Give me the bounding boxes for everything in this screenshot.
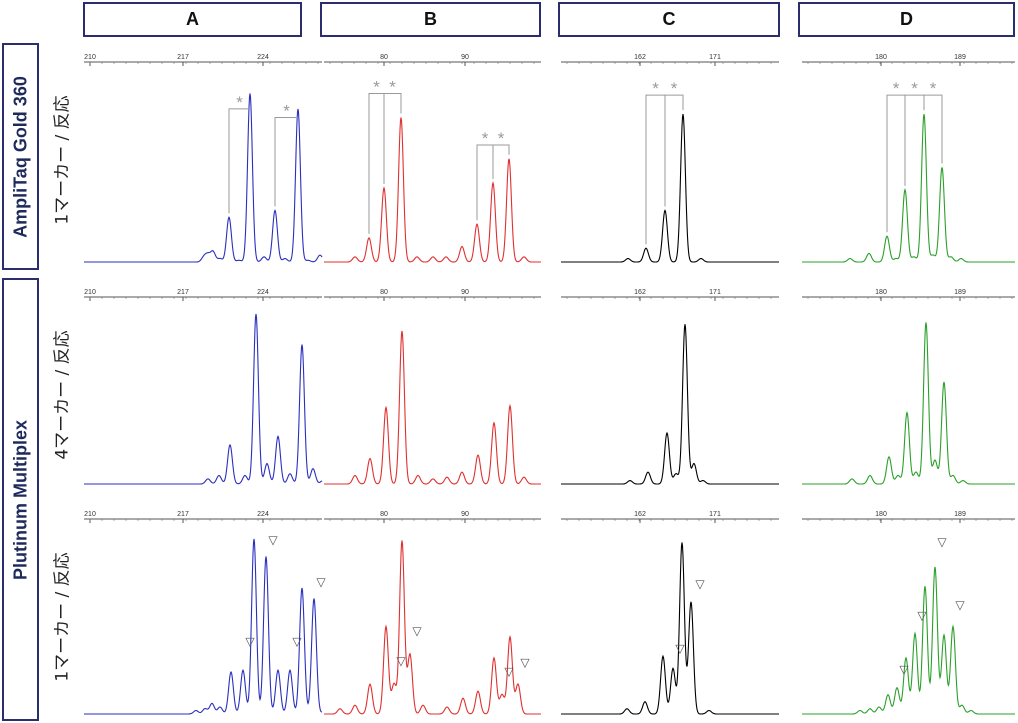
stutter-bracket — [383, 92, 402, 185]
trace-line — [84, 313, 323, 485]
column-header-d: D — [798, 2, 1015, 37]
panel-d-row3: 180 189 ▽ ▽ ▽ ▽ — [802, 511, 1015, 715]
trace-line — [324, 117, 541, 263]
tick-label: 217 — [177, 289, 189, 296]
trace-line — [802, 566, 1015, 715]
stutter-asterisk: * — [482, 129, 489, 148]
tick-label: 171 — [709, 289, 721, 296]
tick-label: 90 — [461, 289, 469, 296]
artifact-triangle: ▽ — [292, 635, 302, 649]
stutter-asterisk: * — [652, 79, 659, 98]
stutter-bracket — [274, 117, 298, 207]
trace-line — [802, 114, 1015, 263]
trace-line — [561, 114, 779, 263]
panel-d-row2: 180 189 — [802, 289, 1015, 485]
panel-c-row3: 162 171 ▽ ▽ — [561, 511, 779, 715]
tick-label: 210 — [84, 289, 96, 296]
artifact-triangle: ▽ — [504, 664, 514, 678]
column-header-a-label: A — [186, 9, 199, 29]
trace-line — [324, 330, 541, 485]
tick-label: 162 — [634, 289, 646, 296]
stutter-asterisk: * — [930, 79, 937, 98]
stutter-bracket — [923, 94, 943, 164]
group-amplitaq-box: AmpliTaq Gold 360 — [2, 43, 39, 270]
tick-label: 189 — [954, 54, 966, 61]
tick-label: 171 — [709, 54, 721, 61]
tick-label: 80 — [380, 289, 388, 296]
column-header-c-label: C — [662, 9, 676, 29]
column-header-a: A — [83, 2, 302, 37]
tick-label: 80 — [380, 511, 388, 518]
tick-label: 224 — [257, 289, 269, 296]
artifact-triangle: ▽ — [245, 635, 255, 649]
trace-line — [561, 542, 779, 715]
stutter-asterisk: * — [911, 79, 918, 98]
column-header-c: C — [558, 2, 780, 37]
tick-label: 217 — [177, 54, 189, 61]
tick-label: 189 — [954, 511, 966, 518]
tick-label: 210 — [84, 54, 96, 61]
tick-label: 224 — [257, 511, 269, 518]
tick-label: 180 — [875, 289, 887, 296]
column-header-d-label: D — [900, 9, 913, 29]
stutter-bracket — [228, 108, 250, 214]
panel-a-row2: 210 217 224 — [84, 289, 323, 485]
stutter-bracket — [664, 94, 684, 207]
tick-label: 171 — [709, 511, 721, 518]
tick-label: 90 — [461, 54, 469, 61]
artifact-triangle: ▽ — [520, 656, 530, 670]
panel-b-row1: 80 90 * * * * — [324, 54, 541, 263]
tick-label: 90 — [461, 511, 469, 518]
stutter-asterisk: * — [373, 77, 380, 96]
tick-label: 180 — [875, 54, 887, 61]
panel-c-row1: 162 171 * * — [561, 54, 779, 263]
stutter-bracket — [492, 144, 510, 179]
artifact-triangle: ▽ — [937, 535, 947, 549]
tick-label: 80 — [380, 54, 388, 61]
stutter-asterisk: * — [893, 79, 900, 98]
stutter-asterisk: * — [498, 129, 505, 148]
tick-label: 224 — [257, 54, 269, 61]
panel-a-row1: 210 217 224 * * — [84, 54, 323, 263]
trace-line — [324, 540, 541, 715]
stutter-asterisk: * — [389, 77, 396, 96]
artifact-triangle: ▽ — [412, 624, 422, 638]
panel-a-row3: 210 217 224 ▽ ▽ ▽ ▽ — [84, 511, 326, 715]
artifact-triangle: ▽ — [899, 663, 909, 677]
trace-line — [84, 93, 323, 263]
column-header-b-label: B — [424, 9, 437, 29]
artifact-triangle: ▽ — [955, 598, 965, 612]
stutter-bracket — [886, 94, 906, 233]
stutter-asterisk: * — [283, 102, 290, 121]
stutter-asterisk: * — [671, 79, 678, 98]
panel-c-row2: 162 171 — [561, 289, 779, 485]
artifact-triangle: ▽ — [917, 608, 927, 622]
panel-d-row1: 180 189 * * * — [802, 54, 1015, 263]
artifact-triangle: ▽ — [675, 642, 685, 656]
stutter-bracket — [645, 94, 666, 245]
tick-label: 210 — [84, 511, 96, 518]
tick-label: 189 — [954, 289, 966, 296]
tick-label: 217 — [177, 511, 189, 518]
group-platinum-box: Plutinum Multiplex — [2, 278, 39, 721]
panel-b-row3: 80 90 ▽ ▽ ▽ ▽ — [324, 511, 541, 715]
trace-line — [561, 324, 779, 485]
artifact-triangle: ▽ — [316, 575, 326, 589]
trace-line — [84, 538, 323, 715]
artifact-triangle: ▽ — [396, 654, 406, 668]
panel-b-row2: 80 90 — [324, 289, 541, 485]
trace-line — [802, 322, 1015, 485]
artifact-triangle: ▽ — [695, 577, 705, 591]
tick-label: 180 — [875, 511, 887, 518]
column-header-b: B — [320, 2, 541, 37]
tick-label: 162 — [634, 54, 646, 61]
stutter-asterisk: * — [236, 93, 243, 112]
tick-label: 162 — [634, 511, 646, 518]
artifact-triangle: ▽ — [268, 533, 278, 547]
